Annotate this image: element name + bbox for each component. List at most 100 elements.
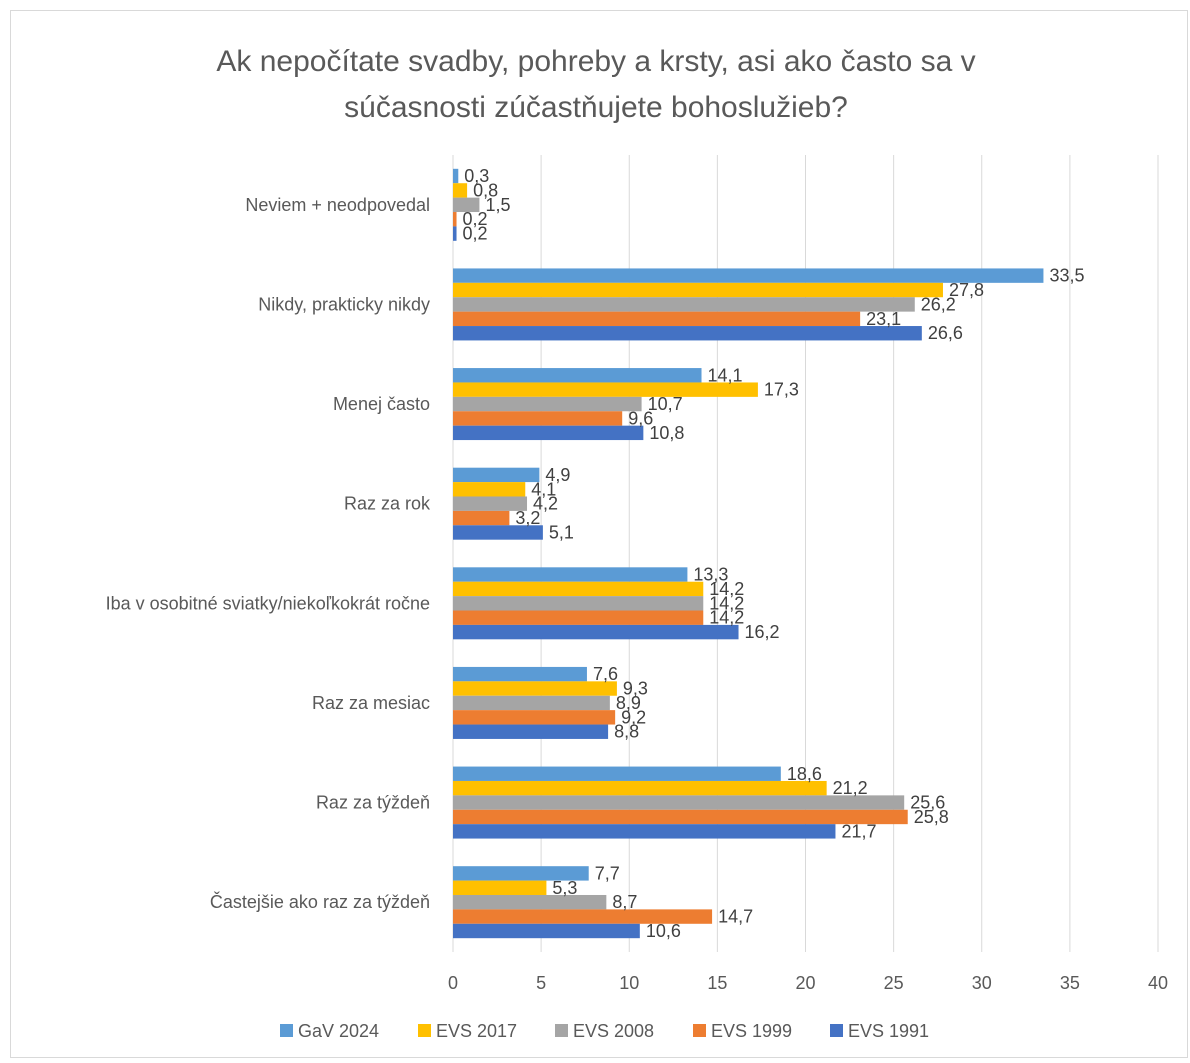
bar — [453, 425, 644, 441]
legend-label: EVS 1991 — [848, 1021, 929, 1041]
data-label: 5,1 — [549, 522, 574, 542]
bar — [453, 666, 587, 682]
chart-title-line-2: súčasnosti zúčastňujete bohoslužieb? — [344, 91, 848, 124]
data-label: 10,7 — [648, 394, 683, 414]
data-label: 0,2 — [463, 209, 488, 229]
data-label: 26,2 — [921, 294, 956, 314]
bars-group — [453, 168, 1044, 939]
data-label: 3,2 — [515, 508, 540, 528]
legend-swatch — [418, 1024, 431, 1037]
bar — [453, 168, 459, 184]
bar — [453, 596, 704, 611]
data-label: 7,6 — [593, 664, 618, 684]
data-label: 17,3 — [764, 380, 799, 400]
legend-label: GaV 2024 — [298, 1021, 379, 1041]
bar — [453, 368, 702, 383]
bar — [453, 212, 457, 227]
x-tick-label: 10 — [619, 973, 639, 993]
data-label: 0,3 — [464, 166, 489, 186]
bar — [453, 467, 540, 483]
data-label: 27,8 — [949, 280, 984, 300]
data-label: 9,3 — [623, 679, 648, 699]
bar — [453, 766, 781, 781]
legend-swatch — [693, 1024, 706, 1037]
category-label: Iba v osobitné sviatky/niekoľkokrát ročn… — [106, 593, 430, 613]
category-label: Menej často — [333, 394, 430, 414]
data-label: 8,8 — [614, 722, 639, 742]
legend: GaV 2024 EVS 2017 EVS 2008 EVS 1999 EVS 1991 — [280, 1021, 929, 1041]
data-label: 25,8 — [914, 807, 949, 827]
bar — [453, 894, 607, 910]
bar — [453, 880, 547, 895]
bar — [453, 326, 922, 341]
data-label: 25,6 — [910, 793, 945, 813]
category-labels-group: Neviem + neodpovedal Nikdy, prakticky nik… — [106, 195, 431, 912]
bar — [453, 824, 836, 839]
bar — [453, 382, 758, 397]
data-labels-group: 0,30,81,50,20,233,527,826,223,126,614,11… — [463, 166, 1085, 941]
category-label: Nikdy, prakticky nikdy — [258, 294, 430, 314]
category-label: Neviem + neodpovedal — [245, 195, 430, 215]
x-tick-label: 5 — [536, 973, 546, 993]
category-label: Raz za týždeň — [316, 793, 430, 813]
data-label: 7,7 — [595, 863, 620, 883]
bar — [453, 624, 739, 640]
x-tick-label: 20 — [795, 973, 815, 993]
legend-swatch — [555, 1024, 568, 1037]
x-tick-label: 40 — [1148, 973, 1168, 993]
data-label: 9,6 — [628, 408, 653, 428]
legend-swatch — [830, 1024, 843, 1037]
bar — [453, 610, 704, 625]
data-label: 13,3 — [693, 565, 728, 585]
x-tick-labels-group: 0 5 10 15 20 25 30 35 40 — [448, 973, 1168, 993]
data-label: 23,1 — [866, 309, 901, 329]
data-label: 0,2 — [463, 224, 488, 244]
bar — [453, 809, 908, 825]
bar — [453, 197, 480, 213]
bar — [453, 695, 610, 711]
data-label: 26,6 — [928, 323, 963, 343]
bar — [453, 681, 617, 696]
category-label: Raz za rok — [344, 494, 431, 514]
x-tick-label: 35 — [1060, 973, 1080, 993]
bar — [453, 396, 642, 412]
data-label: 21,2 — [833, 778, 868, 798]
x-tick-label: 30 — [972, 973, 992, 993]
bar — [453, 282, 943, 298]
bar — [453, 581, 704, 597]
bar — [453, 311, 861, 327]
data-label: 0,8 — [473, 180, 498, 200]
data-label: 9,2 — [621, 707, 646, 727]
bar — [453, 710, 616, 725]
bar — [453, 724, 609, 739]
data-label: 33,5 — [1049, 266, 1084, 286]
bar — [453, 525, 543, 540]
bar — [453, 268, 1044, 283]
data-label: 14,2 — [709, 593, 744, 613]
category-label: Raz za mesiac — [312, 693, 430, 713]
x-tick-label: 15 — [707, 973, 727, 993]
data-label: 8,9 — [616, 693, 641, 713]
data-label: 21,7 — [841, 821, 876, 841]
chart-title-line-1: Ak nepočítate svadby, pohreby a krsty, a… — [216, 45, 975, 78]
data-label: 4,2 — [533, 494, 558, 514]
data-label: 18,6 — [787, 764, 822, 784]
data-label: 16,2 — [745, 622, 780, 642]
data-label: 14,1 — [708, 365, 743, 385]
bar — [453, 866, 589, 881]
bar — [453, 909, 713, 924]
data-label: 14,2 — [709, 608, 744, 628]
legend-label: EVS 1999 — [711, 1021, 792, 1041]
bar — [453, 567, 688, 582]
bar — [453, 780, 827, 796]
category-label: Častejšie ako raz za týždeň — [210, 891, 430, 912]
bar — [453, 923, 640, 939]
legend-swatch — [280, 1024, 293, 1037]
data-label: 5,3 — [552, 878, 577, 898]
data-label: 1,5 — [485, 195, 510, 215]
data-label: 14,7 — [718, 907, 753, 927]
data-label: 4,9 — [545, 465, 570, 485]
data-label: 14,2 — [709, 579, 744, 599]
x-tick-label: 0 — [448, 973, 458, 993]
bar — [453, 795, 905, 810]
